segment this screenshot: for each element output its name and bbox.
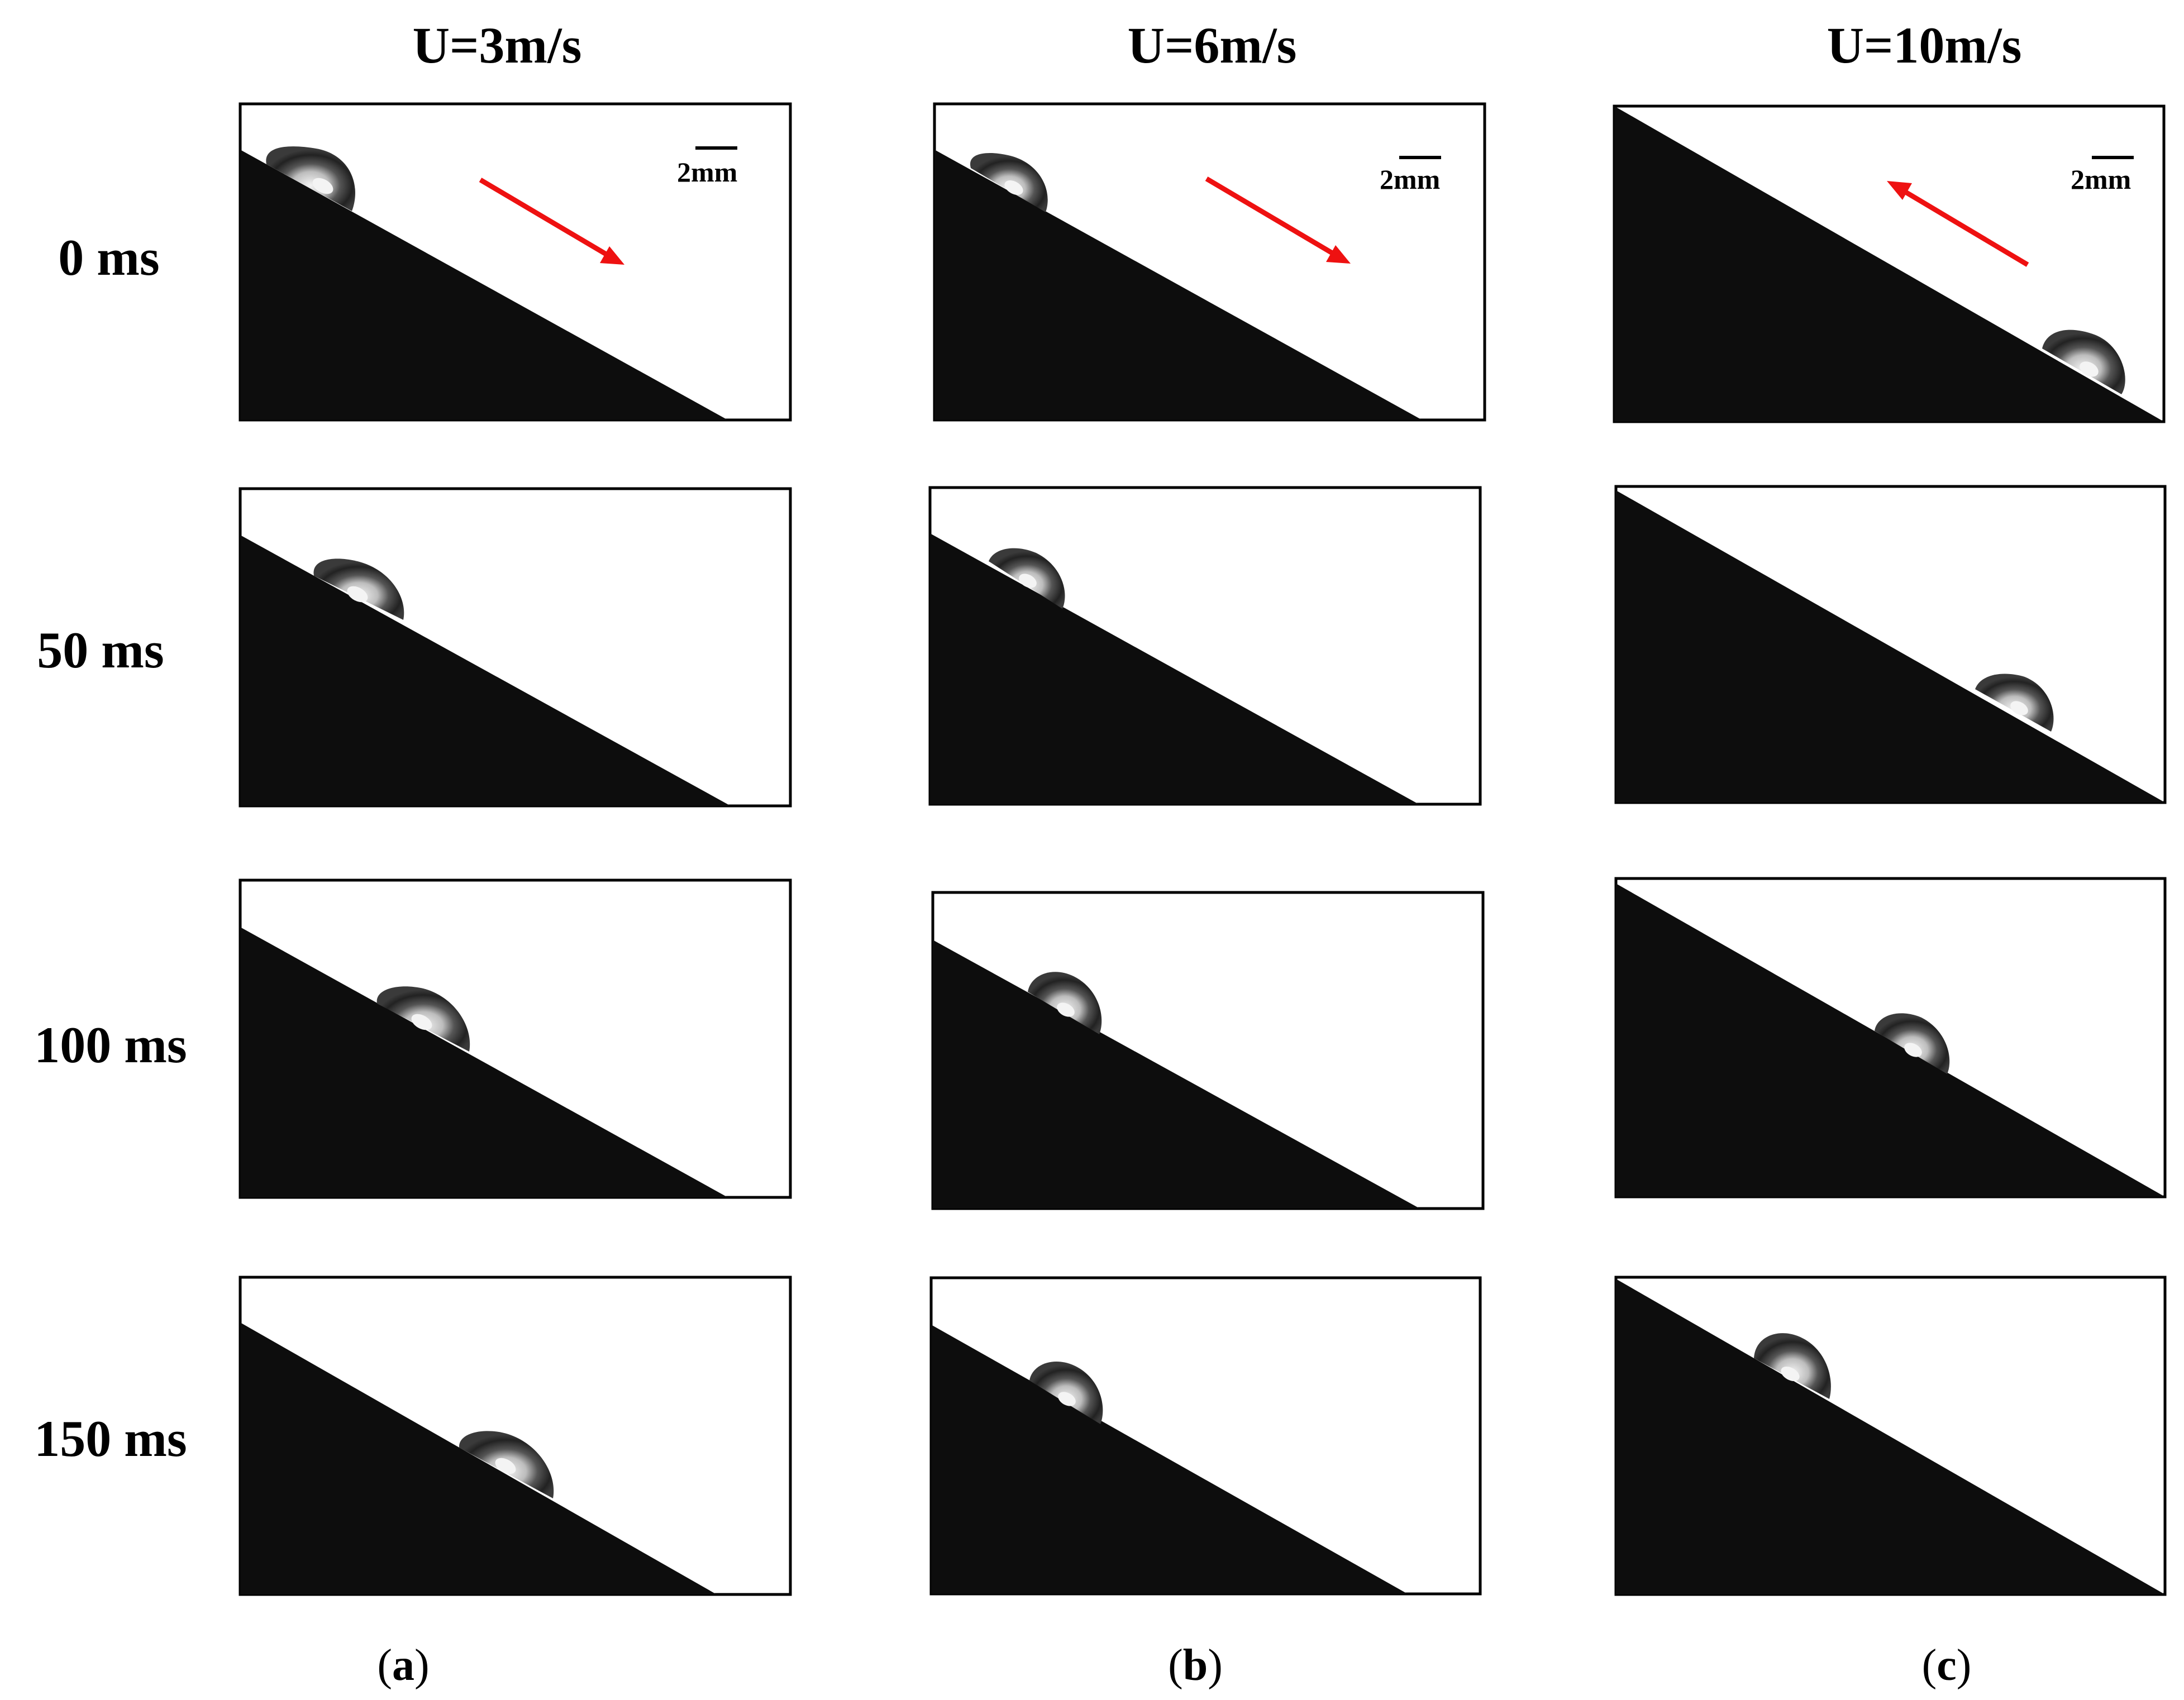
inclined-surface [1616, 1279, 2165, 1594]
panel-a-150ms [239, 1276, 792, 1596]
panel-a-0ms: 2mm [239, 102, 792, 422]
subfigure-label-b: (b) [1168, 1641, 1223, 1690]
subfigure-label-c: (c) [1922, 1641, 1972, 1690]
row-label-0ms: 0 ms [58, 229, 159, 286]
motion-arrow [1900, 188, 2029, 267]
panel-a-50ms [239, 487, 792, 808]
scale-bar-label: 2mm [1380, 164, 1440, 195]
scale-bar-label: 2mm [677, 156, 737, 188]
panel-c-100ms [1614, 877, 2167, 1198]
panel-c-0ms: 2mm [1613, 104, 2166, 423]
droplet [266, 146, 355, 211]
inclined-surface [240, 927, 728, 1197]
panel-c-150ms [1614, 1276, 2167, 1596]
inclined-surface [240, 150, 728, 420]
motion-arrow [479, 178, 611, 258]
inclined-surface [934, 150, 1422, 420]
row-label-100ms: 100 ms [34, 1016, 187, 1073]
column-title-b: U=6m/s [1128, 17, 1297, 74]
scale-bar-label: 2mm [2071, 164, 2131, 195]
subfigure-label-a: (a) [377, 1641, 429, 1690]
inclined-surface [1616, 490, 2165, 803]
panel-b-0ms: 2mm [933, 102, 1486, 422]
motion-arrow [1205, 176, 1337, 257]
panel-c-50ms [1614, 485, 2167, 804]
droplet [1754, 1333, 1831, 1399]
panel-a-100ms [239, 878, 792, 1199]
panel-b-150ms [929, 1276, 1482, 1596]
column-title-c: U=10m/s [1827, 17, 2022, 74]
panel-b-100ms [931, 891, 1485, 1210]
row-label-50ms: 50 ms [37, 622, 164, 679]
inclined-surface [1614, 106, 2164, 422]
inclined-surface [240, 1322, 717, 1594]
row-label-150ms: 150 ms [34, 1410, 187, 1467]
panel-b-50ms [928, 486, 1482, 806]
inclined-surface [240, 535, 731, 806]
column-title-a: U=3m/s [413, 17, 582, 74]
